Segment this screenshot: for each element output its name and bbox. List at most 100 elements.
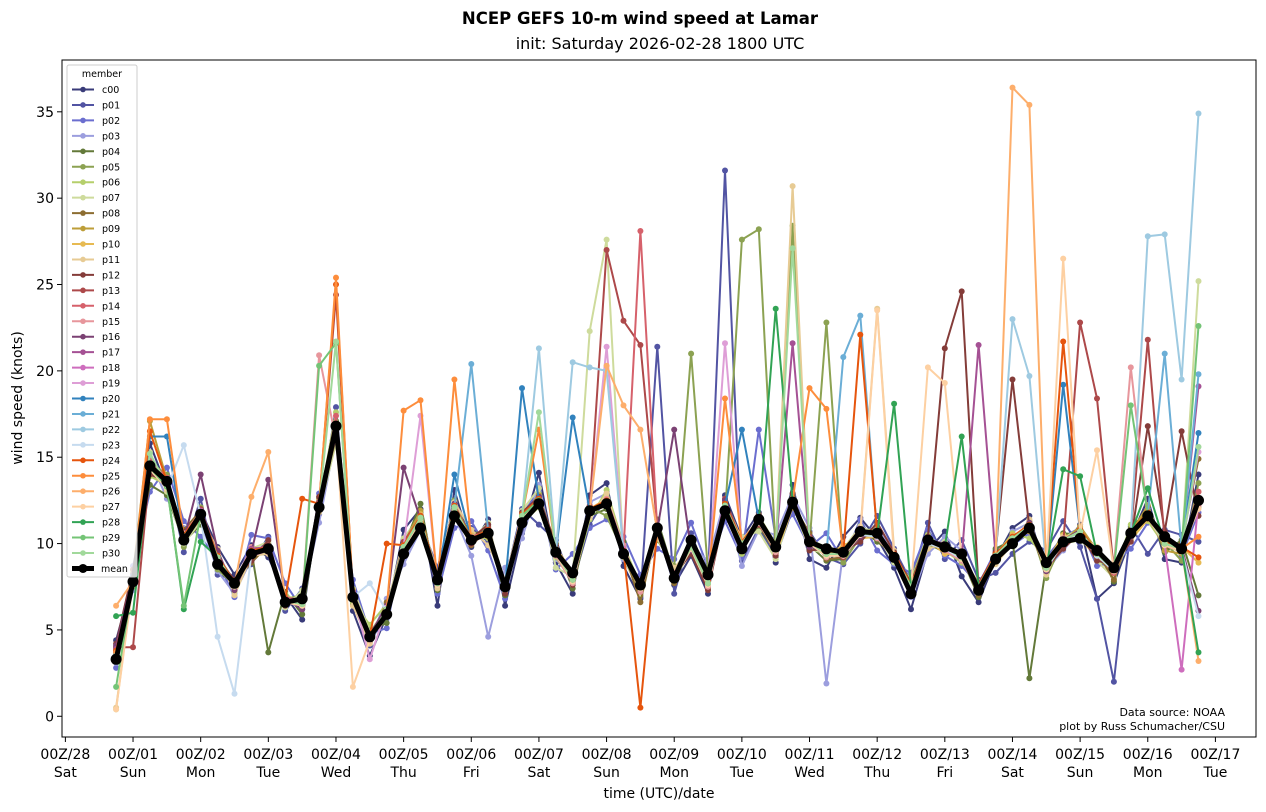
data-point-p01: [722, 167, 728, 174]
legend-item-p08: p08: [72, 209, 120, 220]
data-point-p04: [1195, 592, 1202, 599]
data-point-p20: [1060, 381, 1067, 388]
legend-label: p15: [102, 317, 120, 328]
data-point-p30: [1077, 528, 1084, 535]
data-point-p22: [1195, 110, 1202, 117]
x-tick-label-time: 00Z/02: [176, 747, 226, 763]
data-point-c00: [535, 469, 542, 476]
data-point-p27: [1060, 255, 1067, 262]
y-tick-label: 0: [45, 709, 54, 725]
data-point-p08: [1110, 576, 1117, 583]
data-point-p23: [231, 690, 238, 697]
legend-swatch-marker: [80, 519, 86, 525]
legend-label: p02: [102, 116, 120, 127]
legend-swatch-marker: [80, 225, 86, 232]
data-point-p25: [1195, 533, 1202, 540]
data-point-p25: [417, 397, 424, 404]
series-p14: [113, 228, 1202, 656]
legend-item-p10: p10: [72, 240, 120, 251]
data-point-mean: [161, 475, 173, 487]
legend-swatch-marker: [80, 272, 86, 278]
x-tick-label-time: 00Z/03: [243, 747, 293, 763]
legend-swatch-marker: [80, 256, 86, 263]
data-point-p29: [316, 362, 323, 369]
data-point-p16: [400, 464, 407, 471]
series-line-p19: [115, 342, 1200, 661]
legend-item-p04: p04: [72, 147, 120, 158]
series-p17: [113, 340, 1202, 652]
data-point-p30: [451, 504, 458, 511]
legend-label: c00: [102, 85, 119, 96]
data-point-p20: [569, 414, 576, 421]
legend-item-p26: p26: [72, 487, 120, 498]
data-point-p30: [789, 245, 796, 252]
data-point-p05: [840, 559, 847, 566]
x-tick-label-time: 00Z/07: [514, 747, 564, 763]
x-tick-label-time: 00Z/12: [852, 747, 902, 763]
legend-label: p05: [102, 162, 120, 173]
data-point-mean: [634, 579, 646, 591]
legend-swatch-marker: [80, 148, 86, 155]
x-tick-label-day: Wed: [321, 765, 352, 781]
legend-item-p24: p24: [72, 456, 120, 467]
legend-swatch-marker: [80, 241, 86, 247]
legend-label: p11: [102, 255, 120, 266]
data-point-p04: [299, 611, 306, 618]
data-point-p26: [1195, 658, 1202, 664]
y-tick-label: 15: [36, 450, 54, 466]
legend-swatch-marker: [80, 303, 86, 309]
data-point-p07: [552, 564, 559, 571]
data-point-p01: [1195, 538, 1202, 545]
legend-label: p01: [102, 100, 120, 111]
data-point-p28: [958, 433, 965, 440]
legend-label: p28: [102, 518, 120, 529]
data-point-p01: [671, 590, 678, 597]
data-point-p22: [1178, 376, 1185, 383]
legend-label: p20: [102, 394, 120, 405]
data-point-mean: [482, 527, 494, 539]
y-tick-label: 35: [36, 105, 54, 121]
data-point-p22: [569, 359, 576, 366]
legend-label: p25: [102, 471, 120, 482]
data-point-mean: [753, 513, 765, 525]
legend-item-p18: p18: [72, 363, 120, 374]
data-point-mean: [804, 536, 815, 548]
data-point-mean: [668, 572, 680, 584]
legend-item-p05: p05: [72, 162, 120, 173]
data-point-mean: [584, 505, 596, 517]
legend-label: p22: [102, 425, 120, 436]
data-point-p11: [603, 490, 610, 497]
series-line-p17: [115, 342, 1200, 650]
data-point-p16: [671, 426, 678, 433]
data-point-p15: [316, 352, 323, 359]
legend-label: p06: [102, 178, 120, 189]
data-point-mean: [212, 558, 224, 570]
legend-swatch-marker: [80, 117, 86, 124]
x-tick-label-day: Mon: [1133, 765, 1163, 781]
data-point-p22: [1026, 373, 1033, 379]
data-point-p05: [823, 319, 830, 326]
legend-swatch-marker: [80, 333, 86, 340]
data-point-p12: [1144, 423, 1151, 430]
data-point-c00: [975, 599, 982, 606]
data-point-mean: [229, 577, 240, 589]
legend-label: p23: [102, 440, 120, 451]
x-tick-label-time: 00Z/01: [108, 747, 158, 763]
series-mean: [110, 420, 1204, 665]
data-point-mean: [956, 548, 968, 560]
data-point-p05: [688, 350, 695, 357]
legend-item-p16: p16: [72, 332, 120, 343]
data-point-p20: [1195, 430, 1202, 436]
series-line-p27: [115, 257, 1200, 710]
legend-items: c00 p01 p02 p03 p04 p05 p06 p07 p08 p09 p10 p11 p12 p…: [72, 85, 128, 575]
data-point-p12: [941, 345, 948, 352]
x-tick-label-day: Mon: [186, 765, 216, 781]
series-p05: [113, 222, 1202, 652]
legend-item-p12: p12: [72, 270, 120, 281]
data-point-p06: [1026, 535, 1033, 542]
data-point-mean: [415, 522, 426, 534]
data-point-p21: [840, 354, 847, 361]
legend-label: p08: [102, 209, 120, 220]
x-tick-label-day: Sat: [1001, 765, 1024, 781]
